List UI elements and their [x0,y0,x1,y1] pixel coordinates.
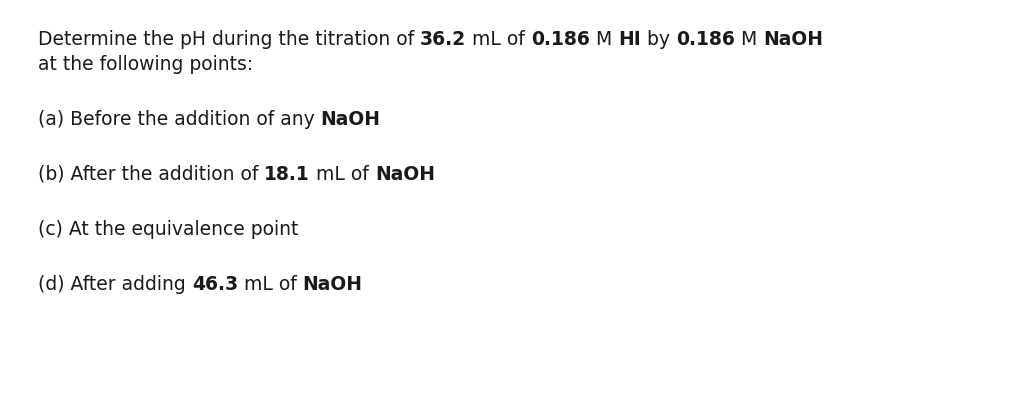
Text: NaOH: NaOH [375,165,435,184]
Text: M: M [589,30,618,49]
Text: (d) After adding: (d) After adding [38,275,192,294]
Text: Determine the pH during the titration of: Determine the pH during the titration of [38,30,421,49]
Text: (b) After the addition of: (b) After the addition of [38,165,264,184]
Text: mL of: mL of [238,275,302,294]
Text: NaOH: NaOH [763,30,823,49]
Text: NaOH: NaOH [302,275,363,294]
Text: by: by [641,30,676,49]
Text: (a) Before the addition of any: (a) Before the addition of any [38,110,320,129]
Text: M: M [735,30,763,49]
Text: 0.186: 0.186 [676,30,735,49]
Text: (c) At the equivalence point: (c) At the equivalence point [38,220,298,239]
Text: 46.3: 46.3 [192,275,238,294]
Text: HI: HI [618,30,641,49]
Text: at the following points:: at the following points: [38,55,253,74]
Text: mL of: mL of [466,30,531,49]
Text: 36.2: 36.2 [421,30,466,49]
Text: 0.186: 0.186 [531,30,589,49]
Text: 18.1: 18.1 [264,165,310,184]
Text: mL of: mL of [310,165,375,184]
Text: NaOH: NaOH [320,110,381,129]
